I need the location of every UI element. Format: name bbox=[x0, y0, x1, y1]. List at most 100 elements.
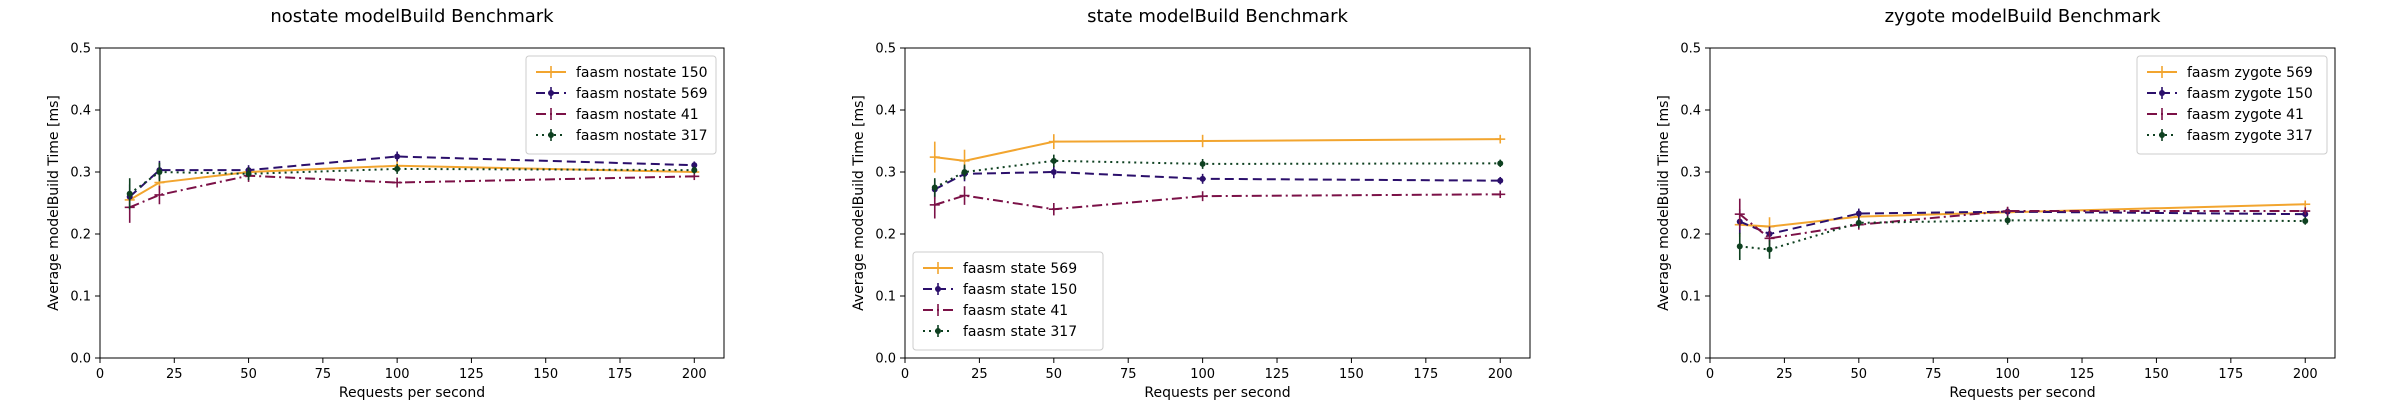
legend: faasm nostate 150 faasm nostate 569 faasm … bbox=[525, 55, 717, 155]
y-tick-label: 0.4 bbox=[1680, 104, 1701, 119]
legend-label: faasm nostate 150 bbox=[576, 65, 708, 81]
legend-label: faasm nostate 317 bbox=[576, 128, 708, 144]
series-line bbox=[934, 193, 1501, 211]
x-tick-label: 100 bbox=[385, 367, 410, 382]
data-point bbox=[126, 190, 133, 197]
series-3 bbox=[124, 169, 700, 223]
data-point bbox=[961, 169, 968, 175]
series-4 bbox=[1736, 216, 2309, 261]
legend-label: faasm state 150 bbox=[963, 282, 1077, 298]
x-tick-label: 25 bbox=[166, 367, 183, 382]
series-line bbox=[934, 138, 1501, 162]
series-4 bbox=[126, 162, 698, 210]
chart-panel-3: zygote modelBuild Benchmark 0 25 50 75 100 125… bbox=[1656, 6, 2336, 400]
x-tick-label: 100 bbox=[1190, 367, 1215, 382]
data-point bbox=[931, 184, 938, 191]
y-tick-label: 0.0 bbox=[70, 352, 91, 367]
legend-marker bbox=[548, 90, 554, 96]
y-tick-label: 0.4 bbox=[70, 104, 91, 119]
y-axis-label: Average modelBuild Time [ms] bbox=[46, 95, 62, 311]
y-tick-label: 0.2 bbox=[70, 228, 91, 243]
y-axis-label: Average modelBuild Time [ms] bbox=[851, 95, 867, 311]
legend-label: faasm state 41 bbox=[963, 303, 1068, 319]
data-point bbox=[1199, 160, 1206, 167]
legend-label: faasm zygote 150 bbox=[2187, 86, 2313, 102]
y-tick-label: 0.0 bbox=[875, 352, 896, 367]
x-tick-label: 175 bbox=[608, 367, 633, 382]
data-point bbox=[2004, 217, 2011, 224]
data-point bbox=[691, 162, 698, 169]
x-axis-label: Requests per second bbox=[1949, 385, 2095, 400]
data-point bbox=[245, 170, 252, 177]
series-1 bbox=[1734, 200, 2311, 238]
x-tick-label: 175 bbox=[1413, 367, 1438, 382]
chart-panel-1: nostate modelBuild Benchmark 0 25 50 75 100 12… bbox=[46, 6, 725, 400]
legend-label: faasm zygote 569 bbox=[2187, 65, 2313, 81]
x-tick-label: 0 bbox=[1706, 367, 1714, 382]
data-point bbox=[1855, 210, 1862, 217]
legend: faasm zygote 569 faasm zygote 150 faasm zy… bbox=[2136, 55, 2328, 155]
x-tick-label: 200 bbox=[682, 367, 707, 382]
legend-marker bbox=[2159, 90, 2165, 96]
x-tick-label: 100 bbox=[1995, 367, 2020, 382]
legend-box bbox=[912, 251, 1104, 351]
y-tick-label: 0.3 bbox=[70, 166, 91, 181]
series-line bbox=[129, 167, 695, 195]
data-point bbox=[1766, 246, 1773, 253]
y-tick-label: 0.5 bbox=[1680, 42, 1701, 57]
data-point bbox=[691, 167, 698, 174]
series-3 bbox=[929, 186, 1506, 219]
series-line bbox=[934, 159, 1501, 189]
data-point bbox=[1736, 243, 1743, 250]
x-tick-label: 125 bbox=[1265, 367, 1290, 382]
x-tick-label: 50 bbox=[1046, 367, 1063, 382]
x-axis-label: Requests per second bbox=[339, 385, 485, 400]
series-2 bbox=[1736, 207, 2309, 242]
y-tick-label: 0.5 bbox=[875, 42, 896, 57]
y-tick-label: 0.0 bbox=[1680, 352, 1701, 367]
plot-frame bbox=[1709, 47, 2336, 359]
chart-panel-2: state modelBuild Benchmark 0 25 50 75 100 125 1… bbox=[851, 6, 1531, 400]
x-tick-label: 75 bbox=[1925, 367, 1942, 382]
legend-box bbox=[525, 55, 717, 155]
data-point bbox=[156, 169, 163, 175]
series-2 bbox=[126, 151, 698, 210]
x-tick-label: 75 bbox=[315, 367, 332, 382]
y-tick-label: 0.1 bbox=[1680, 290, 1701, 305]
legend-label: faasm state 317 bbox=[963, 324, 1077, 340]
legend-box bbox=[2136, 55, 2328, 155]
legend-label: faasm nostate 41 bbox=[576, 107, 699, 123]
y-tick-label: 0.3 bbox=[1680, 166, 1701, 181]
y-tick-label: 0.1 bbox=[70, 290, 91, 305]
series-line bbox=[1739, 210, 2306, 236]
x-tick-label: 125 bbox=[2070, 367, 2095, 382]
x-tick-label: 125 bbox=[459, 367, 484, 382]
x-tick-label: 25 bbox=[1776, 367, 1793, 382]
data-point bbox=[2302, 217, 2309, 224]
legend-label: faasm zygote 41 bbox=[2187, 107, 2304, 123]
x-tick-label: 175 bbox=[2218, 367, 2243, 382]
plot-frame bbox=[904, 47, 1531, 359]
chart-title: state modelBuild Benchmark bbox=[1087, 6, 1348, 27]
data-point bbox=[1497, 177, 1504, 184]
legend-label: faasm state 569 bbox=[963, 261, 1077, 277]
x-tick-label: 150 bbox=[2144, 367, 2169, 382]
series-line bbox=[1739, 203, 2306, 228]
data-point bbox=[1855, 219, 1862, 226]
series-line bbox=[129, 174, 695, 209]
data-point bbox=[394, 153, 401, 160]
data-point bbox=[1199, 175, 1206, 182]
x-tick-label: 150 bbox=[1339, 367, 1364, 382]
x-tick-label: 50 bbox=[240, 367, 257, 382]
legend-marker bbox=[548, 132, 554, 138]
y-tick-label: 0.3 bbox=[875, 166, 896, 181]
chart-title: zygote modelBuild Benchmark bbox=[1885, 6, 2161, 27]
x-tick-label: 75 bbox=[1120, 367, 1137, 382]
legend-marker bbox=[935, 286, 941, 292]
series-2 bbox=[931, 165, 1504, 199]
x-tick-label: 150 bbox=[533, 367, 558, 382]
data-point bbox=[1050, 157, 1057, 164]
series-1 bbox=[929, 134, 1506, 173]
x-tick-label: 25 bbox=[971, 367, 988, 382]
